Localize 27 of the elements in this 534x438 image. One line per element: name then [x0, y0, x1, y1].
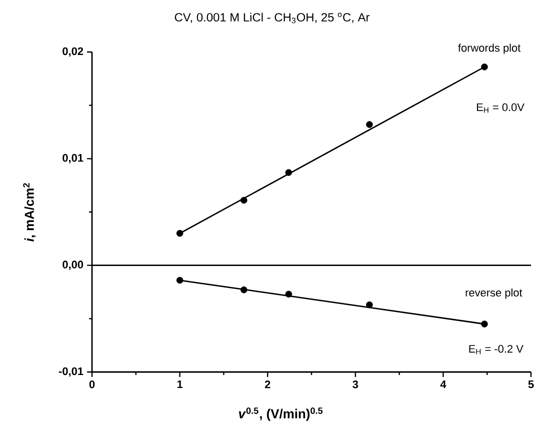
x-tick-label: 0 [89, 380, 95, 388]
y-tick-label: 0,02 [62, 47, 84, 57]
annotation: E$_{H}$ = 0.0V [476, 103, 524, 113]
x-axis-title: v$^{0.5}$, (V/min)$^{0.5}$ [238, 408, 323, 421]
chart-title: CV, 0.001 M LiCl - CH$_{3}$OH, 25 $^{o}$C, Ar [174, 12, 370, 24]
x-tick-label: 2 [264, 380, 270, 388]
y-tick-label: 0,00 [62, 260, 84, 270]
point [176, 230, 184, 237]
annotation: reverse plot [466, 288, 522, 299]
point [285, 169, 292, 176]
point [366, 121, 373, 128]
point [481, 64, 488, 70]
point [240, 196, 248, 204]
y-tick-label: 0,01 [62, 154, 84, 164]
x-tick-label: 3 [352, 380, 358, 388]
y-tick-label: -0,01 [58, 367, 84, 377]
y-axis-title: i, mA/cm$^{2}$ [23, 183, 36, 242]
annotation: forwords plot [458, 44, 521, 54]
point [240, 286, 248, 294]
point [481, 320, 488, 328]
x-tick-label: 4 [440, 380, 446, 388]
x-tick-label: 1 [177, 380, 183, 388]
annotation: E$_{H}$ = -0.2 V [469, 344, 524, 354]
point [176, 276, 184, 284]
point [285, 290, 292, 298]
x-tick-label: 5 [528, 380, 534, 388]
point [366, 301, 373, 308]
